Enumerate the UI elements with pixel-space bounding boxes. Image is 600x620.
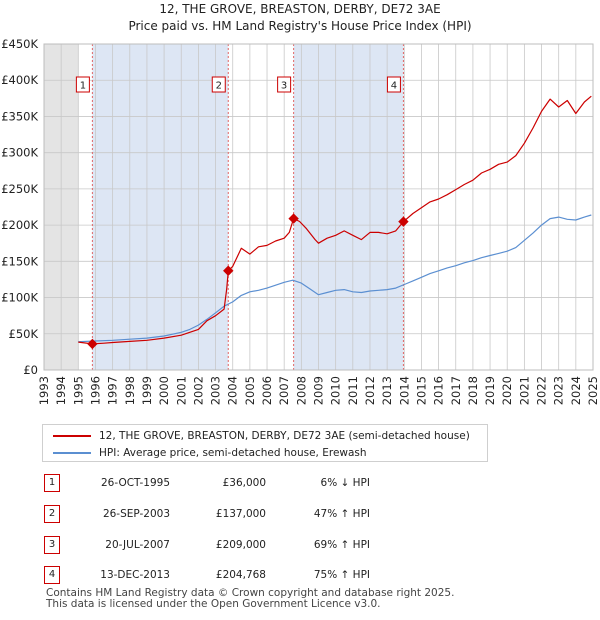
x-tick-label: 2017 bbox=[449, 376, 463, 405]
legend-hpi-swatch bbox=[53, 452, 91, 454]
x-tick-label: 2022 bbox=[535, 376, 549, 405]
transaction-hpi-change: 47% ↑ HPI bbox=[313, 508, 370, 520]
x-tick-label: 2025 bbox=[586, 376, 600, 405]
x-tick-label: 2004 bbox=[226, 376, 240, 405]
x-tick-label: 2014 bbox=[397, 376, 411, 405]
x-tick-label: 2003 bbox=[209, 376, 223, 405]
transaction-badge: 1 bbox=[44, 474, 60, 492]
sale-label: 2 bbox=[216, 81, 222, 92]
x-tick-label: 1996 bbox=[88, 376, 102, 405]
sale-label: 4 bbox=[391, 81, 397, 92]
footer-license: This data is licensed under the Open Gov… bbox=[46, 598, 381, 610]
x-tick-label: 2001 bbox=[174, 376, 188, 405]
y-tick-label: £50K bbox=[9, 327, 39, 341]
transaction-date: 26-OCT-1995 bbox=[101, 477, 170, 489]
sale-point bbox=[288, 213, 299, 224]
transaction-hpi-change: 69% ↑ HPI bbox=[313, 539, 370, 551]
transaction-price: £204,768 bbox=[215, 569, 266, 581]
y-tick-label: £150K bbox=[1, 254, 38, 268]
transaction-hpi-change: 6% ↓ HPI bbox=[320, 477, 370, 489]
price-chart: £0 £50K £100K £150K £200K £250K £300K £350K £400… bbox=[1, 37, 600, 405]
chart-title: 12, THE GROVE, BREASTON, DERBY, DE72 3AE bbox=[159, 2, 441, 16]
x-tick-label: 2006 bbox=[260, 376, 274, 405]
transaction-row: 3 20-JUL-2007 £209,000 69% ↑ HPI bbox=[0, 536, 600, 554]
y-tick-label: £250K bbox=[1, 182, 38, 196]
sale-label-box bbox=[277, 76, 292, 93]
property-price-line bbox=[78, 95, 592, 345]
sale-point bbox=[223, 265, 234, 276]
y-tick-label: £350K bbox=[1, 109, 38, 123]
x-tick-label: 2005 bbox=[243, 376, 257, 405]
x-tick-label: 2016 bbox=[432, 376, 446, 405]
y-tick-label: £450K bbox=[1, 37, 38, 51]
transaction-price: £137,000 bbox=[215, 508, 266, 520]
x-tick-label: 1995 bbox=[71, 376, 85, 405]
hpi-line bbox=[78, 214, 592, 343]
ownership-shade bbox=[293, 44, 404, 370]
sale-label-box bbox=[75, 76, 90, 93]
chart-subtitle: Price paid vs. HM Land Registry's House … bbox=[128, 19, 472, 33]
y-tick-label: £200K bbox=[1, 218, 38, 232]
y-tick-label: £400K bbox=[1, 73, 38, 87]
transaction-badge: 2 bbox=[44, 505, 60, 523]
x-tick-label: 2024 bbox=[569, 376, 583, 405]
sale-label-box bbox=[386, 76, 401, 93]
legend-property-label: 12, THE GROVE, BREASTON, DERBY, DE72 3AE… bbox=[99, 430, 470, 442]
legend-property-swatch bbox=[53, 435, 91, 437]
x-tick-label: 1997 bbox=[106, 376, 120, 405]
x-tick-label: 2009 bbox=[312, 376, 326, 405]
x-tick-label: 2023 bbox=[552, 376, 566, 405]
transaction-badge: 4 bbox=[44, 566, 60, 584]
sale-point bbox=[398, 216, 409, 227]
x-tick-label: 2002 bbox=[191, 376, 205, 405]
transaction-row: 2 26-SEP-2003 £137,000 47% ↑ HPI bbox=[0, 505, 600, 523]
y-tick-label: £0 bbox=[23, 363, 38, 377]
transaction-date: 13-DEC-2013 bbox=[100, 569, 170, 581]
x-tick-label: 1993 bbox=[37, 376, 51, 405]
transaction-hpi-change: 75% ↑ HPI bbox=[313, 569, 370, 581]
transaction-price: £209,000 bbox=[215, 539, 266, 551]
x-tick-label: 1998 bbox=[123, 376, 137, 405]
transaction-date: 26-SEP-2003 bbox=[102, 508, 170, 520]
legend-hpi-label: HPI: Average price, semi-detached house,… bbox=[99, 447, 367, 459]
sale-label: 1 bbox=[80, 81, 86, 92]
legend: 12, THE GROVE, BREASTON, DERBY, DE72 3AE… bbox=[42, 424, 488, 462]
footer: Contains HM Land Registry data © Crown c… bbox=[46, 588, 454, 610]
x-tick-label: 2021 bbox=[517, 376, 531, 405]
sale-point bbox=[87, 338, 98, 350]
footer-copyright: Contains HM Land Registry data © Crown c… bbox=[46, 587, 455, 599]
x-tick-label: 2019 bbox=[483, 376, 497, 405]
sale-label-box bbox=[211, 76, 226, 93]
x-tick-label: 2018 bbox=[466, 376, 480, 405]
transaction-date: 20-JUL-2007 bbox=[105, 539, 170, 551]
transaction-row: 1 26-OCT-1995 £36,000 6% ↓ HPI bbox=[0, 474, 600, 492]
ownership-shade bbox=[92, 44, 229, 370]
x-tick-label: 2008 bbox=[294, 376, 308, 405]
x-tick-label: 1994 bbox=[54, 376, 68, 405]
x-tick-label: 2013 bbox=[380, 376, 394, 405]
x-tick-label: 2010 bbox=[329, 376, 343, 405]
y-tick-label: £100K bbox=[1, 291, 38, 305]
transaction-badge: 3 bbox=[44, 536, 60, 554]
x-tick-label: 2000 bbox=[157, 376, 171, 405]
transaction-row: 4 13-DEC-2013 £204,768 75% ↑ HPI bbox=[0, 566, 600, 584]
x-tick-label: 2011 bbox=[346, 376, 360, 405]
plot-border bbox=[43, 43, 594, 371]
y-tick-label: £300K bbox=[1, 146, 38, 160]
x-tick-label: 1999 bbox=[140, 376, 154, 405]
x-tick-label: 2007 bbox=[277, 376, 291, 405]
transaction-price: £36,000 bbox=[222, 477, 266, 489]
x-tick-label: 2012 bbox=[363, 376, 377, 405]
sale-label: 3 bbox=[281, 81, 287, 92]
x-tick-label: 2015 bbox=[414, 376, 428, 405]
x-tick-label: 2020 bbox=[500, 376, 514, 405]
